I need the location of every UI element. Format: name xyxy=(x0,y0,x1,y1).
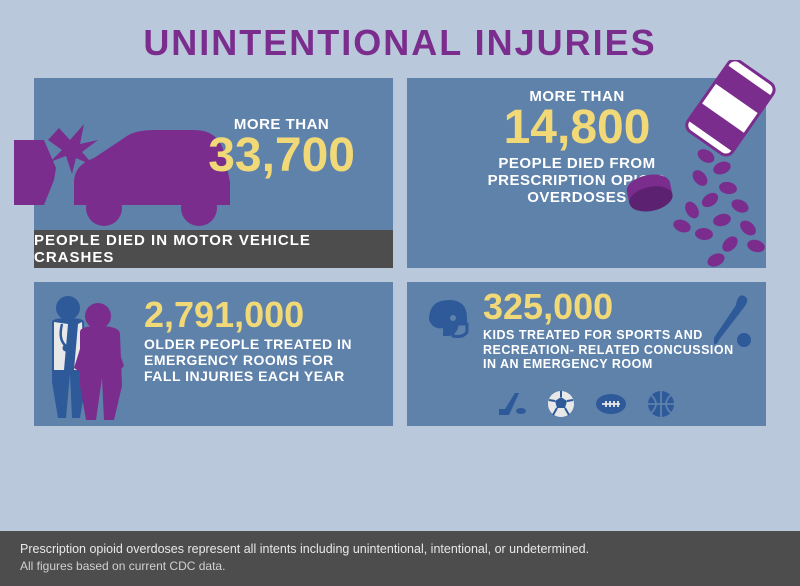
footer-line2: All figures based on current CDC data. xyxy=(20,558,780,574)
card-opioid: MORE THAN 14,800 PEOPLE DIED FROM PRESCR… xyxy=(407,78,766,268)
card-sports: 325,000 KIDS TREATED FOR SPORTS AND RECR… xyxy=(407,282,766,426)
falls-desc: OLDER PEOPLE TREATED IN EMERGENCY ROOMS … xyxy=(144,336,374,384)
sports-desc: KIDS TREATED FOR SPORTS AND RECREATION- … xyxy=(483,328,743,371)
car-crash-icon xyxy=(14,110,234,230)
falls-number: 2,791,000 xyxy=(144,298,374,332)
basketball-icon xyxy=(647,390,675,418)
pill-bottle-icon xyxy=(622,60,792,280)
elderly-doctor-icon xyxy=(40,292,140,422)
vehicle-number: 33,700 xyxy=(208,133,355,179)
sports-number: 325,000 xyxy=(483,290,743,324)
footer-line1: Prescription opioid overdoses represent … xyxy=(20,541,780,558)
card-vehicle: MORE THAN 33,700 PEOPLE DIED IN MOTOR VE… xyxy=(34,78,393,268)
hockey-stick-icon xyxy=(497,391,527,417)
football-helmet-icon xyxy=(423,296,471,340)
football-icon xyxy=(595,393,627,415)
footer: Prescription opioid overdoses represent … xyxy=(0,531,800,586)
card-falls: 2,791,000 OLDER PEOPLE TREATED IN EMERGE… xyxy=(34,282,393,426)
stats-grid: MORE THAN 33,700 PEOPLE DIED IN MOTOR VE… xyxy=(0,78,800,426)
vehicle-bar-text: PEOPLE DIED IN MOTOR VEHICLE CRASHES xyxy=(34,230,393,268)
soccer-ball-icon xyxy=(547,390,575,418)
